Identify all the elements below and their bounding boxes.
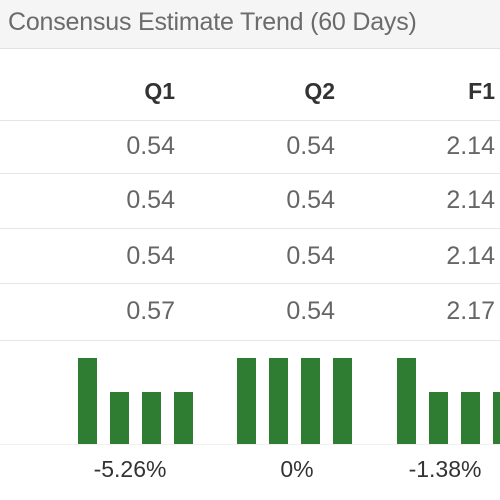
row-divider (0, 120, 500, 121)
sparkline-bar-f1-1 (397, 358, 416, 444)
column-header-q2: Q2 (304, 78, 335, 104)
trend-change-f1: -1.38% (408, 456, 482, 482)
title-bar: Consensus Estimate Trend (60 Days) (0, 0, 500, 49)
sparkline-bar-q2-1 (237, 358, 256, 444)
sparkline-bar-q1-2 (110, 392, 129, 444)
estimate-cell-f1-row2: 2.14 (446, 186, 495, 214)
sparkline-bar-q1-3 (142, 392, 161, 444)
estimate-cell-q1-row3: 0.54 (126, 242, 175, 270)
estimate-cell-f1-row3: 2.14 (446, 242, 495, 270)
row-divider (0, 340, 500, 341)
sparkline-bar-q1-4 (174, 392, 193, 444)
row-divider (0, 228, 500, 229)
estimate-cell-q2-row4: 0.54 (286, 297, 335, 325)
estimate-cell-f1-row4: 2.17 (446, 297, 495, 325)
estimate-cell-q1-row4: 0.57 (126, 297, 175, 325)
trend-change-q1: -5.26% (93, 456, 167, 482)
column-header-q1: Q1 (144, 78, 175, 104)
trend-change-q2: 0% (280, 456, 314, 482)
estimate-cell-q1-row2: 0.54 (126, 186, 175, 214)
column-header-f1: F1 (468, 78, 495, 104)
sparkline-bar-q2-2 (269, 358, 288, 444)
sparkline-bar-f1-4 (493, 392, 500, 444)
sparkline-bar-f1-3 (461, 392, 480, 444)
sparkline-bar-f1-2 (429, 392, 448, 444)
estimate-cell-q2-row1: 0.54 (286, 132, 335, 160)
row-divider (0, 173, 500, 174)
sparkline-bar-q2-3 (301, 358, 320, 444)
estimate-cell-q1-row1: 0.54 (126, 132, 175, 160)
sparkline-baseline (0, 444, 500, 445)
estimate-cell-f1-row1: 2.14 (446, 132, 495, 160)
estimate-cell-q2-row3: 0.54 (286, 242, 335, 270)
widget-title: Consensus Estimate Trend (60 Days) (8, 8, 417, 36)
row-divider (0, 283, 500, 284)
sparkline-bar-q2-4 (333, 358, 352, 444)
sparkline-bar-q1-1 (78, 358, 97, 444)
estimate-cell-q2-row2: 0.54 (286, 186, 335, 214)
